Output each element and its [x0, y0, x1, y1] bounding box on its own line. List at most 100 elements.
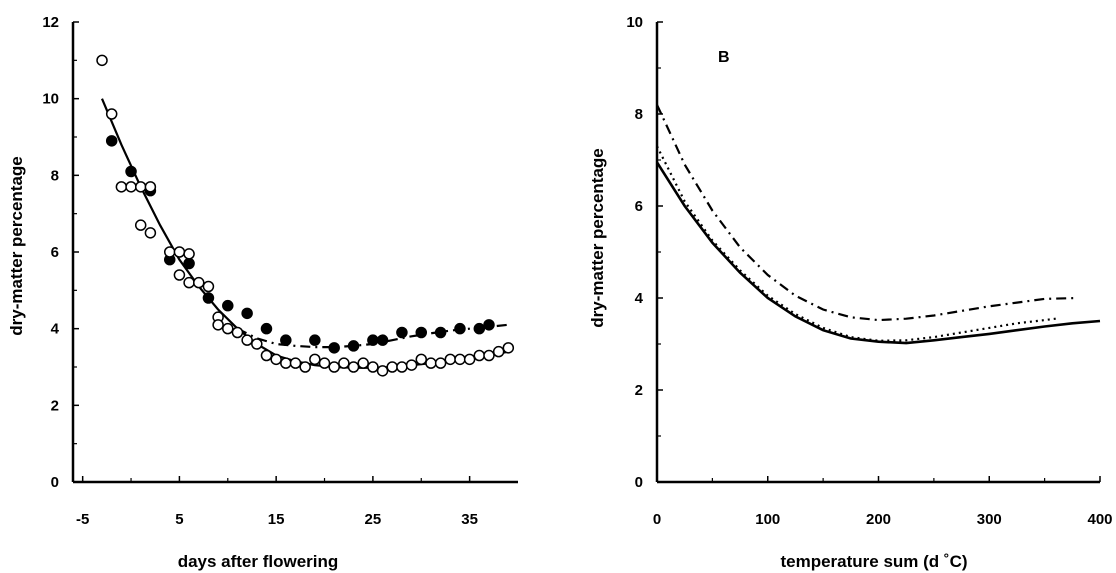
open-data-point: [425, 357, 437, 369]
panel-b-x-tick-label: 400: [1087, 511, 1112, 528]
panel-b-x-tick-label: 200: [866, 511, 891, 528]
open-data-point: [96, 54, 108, 67]
filled-data-point: [222, 299, 234, 312]
open-data-point: [251, 338, 263, 350]
panel-b-y-tick-label: 10: [626, 14, 643, 31]
panel-b-series-dash-dot: [656, 104, 1078, 322]
open-data-point: [241, 334, 253, 346]
open-data-point: [193, 276, 205, 289]
filled-data-point: [473, 322, 486, 335]
panel-b-y-tick-label: 8: [635, 106, 643, 123]
panel-a-x-axis-title: days after flowering: [178, 552, 339, 571]
panel-b-x-tick-label: 100: [755, 511, 780, 528]
open-data-point: [163, 246, 176, 258]
open-data-point: [144, 181, 157, 193]
open-data-point: [328, 361, 340, 373]
filled-data-point: [328, 342, 340, 354]
panel-b-series-solid: [655, 161, 1101, 345]
open-data-point: [202, 280, 215, 293]
filled-data-point: [396, 326, 408, 339]
open-data-point: [183, 276, 195, 289]
open-data-point: [444, 353, 457, 366]
open-data-point: [270, 353, 282, 366]
open-data-point: [105, 108, 118, 120]
open-data-point: [492, 345, 505, 358]
open-data-point: [502, 342, 515, 354]
panel-a-fit-curve-solid: [100, 98, 509, 369]
panel-a-axes: 0 2 4 6 8 10 12 -5 5 15 25 35: [42, 14, 518, 528]
panel-b-y-tick-label: 6: [635, 198, 643, 215]
filled-data-point: [105, 135, 118, 147]
open-data-point: [367, 361, 379, 373]
filled-data-point: [309, 334, 321, 346]
open-data-point: [299, 361, 311, 373]
filled-data-point: [483, 319, 495, 331]
panel-b-y-tick-label: 2: [635, 382, 643, 399]
filled-data-point: [125, 165, 137, 178]
open-data-point: [212, 319, 224, 331]
panel-b-x-tick-label: 300: [977, 511, 1002, 528]
panel-b-x-tick-label: 0: [653, 511, 661, 528]
panel-a: 0 2 4 6 8 10 12 -5 5 15 25 35 dry-matter percentage…: [7, 14, 518, 571]
panel-b-letter: B: [718, 49, 730, 66]
open-data-point: [454, 353, 466, 366]
open-data-point: [134, 181, 147, 193]
filled-data-point: [202, 292, 215, 304]
panel-b-y-tick-label: 4: [635, 290, 644, 307]
open-data-point: [183, 248, 195, 260]
panel-a-x-tick-label: 5: [175, 511, 183, 528]
open-data-point: [280, 357, 292, 369]
panel-a-y-tick-label: 10: [42, 91, 59, 108]
panel-a-y-tick-label: 4: [51, 321, 60, 338]
open-data-point: [309, 353, 321, 366]
panel-a-x-tick-label: -5: [76, 511, 89, 528]
open-data-point: [173, 269, 186, 281]
open-data-point: [222, 322, 234, 335]
panel-a-x-tick-label: 35: [461, 511, 478, 528]
filled-data-point: [376, 334, 389, 346]
open-data-point: [173, 246, 186, 258]
panel-b-y-axis-title: dry-matter percentage: [588, 148, 607, 328]
open-data-point: [260, 349, 273, 362]
panel-a-plot-marks: [96, 54, 515, 377]
panel-a-y-tick-label: 2: [51, 397, 59, 414]
panel-b-y-tick-label: 0: [635, 474, 643, 491]
panel-a-y-tick-label: 0: [51, 474, 59, 491]
open-data-point: [386, 361, 398, 373]
filled-data-point: [367, 334, 379, 346]
filled-data-point: [415, 326, 428, 339]
panel-a-y-tick-label: 12: [42, 14, 59, 31]
open-data-point: [434, 357, 447, 369]
open-data-point: [125, 181, 137, 193]
open-data-point: [115, 181, 128, 193]
open-data-point: [231, 326, 244, 339]
panel-a-y-axis-title: dry-matter percentage: [7, 156, 26, 336]
panel-b-x-axis-title: temperature sum (d ˚C): [780, 552, 967, 571]
open-data-point: [405, 359, 418, 371]
filled-data-point: [347, 340, 360, 352]
filled-data-point: [241, 307, 253, 320]
panel-a-y-tick-label: 6: [51, 244, 59, 261]
filled-data-point: [454, 322, 466, 335]
open-data-point: [347, 361, 360, 373]
panel-b-series-dotted: [656, 145, 1056, 342]
filled-data-point: [280, 334, 292, 346]
open-data-point: [289, 357, 302, 369]
filled-data-point: [434, 326, 447, 339]
panel-a-x-tick-label: 25: [365, 511, 382, 528]
open-data-point: [338, 357, 350, 369]
open-data-point: [144, 227, 157, 239]
panel-b-plot-marks: [655, 104, 1101, 345]
open-data-point: [463, 353, 476, 366]
open-data-point: [134, 219, 147, 231]
filled-data-point: [260, 322, 273, 335]
open-data-point: [473, 349, 486, 362]
panel-a-x-tick-label: 15: [268, 511, 285, 528]
open-data-point: [357, 357, 369, 369]
open-data-point: [318, 357, 331, 369]
panel-a-y-tick-label: 8: [51, 167, 59, 184]
open-data-point: [376, 365, 389, 377]
